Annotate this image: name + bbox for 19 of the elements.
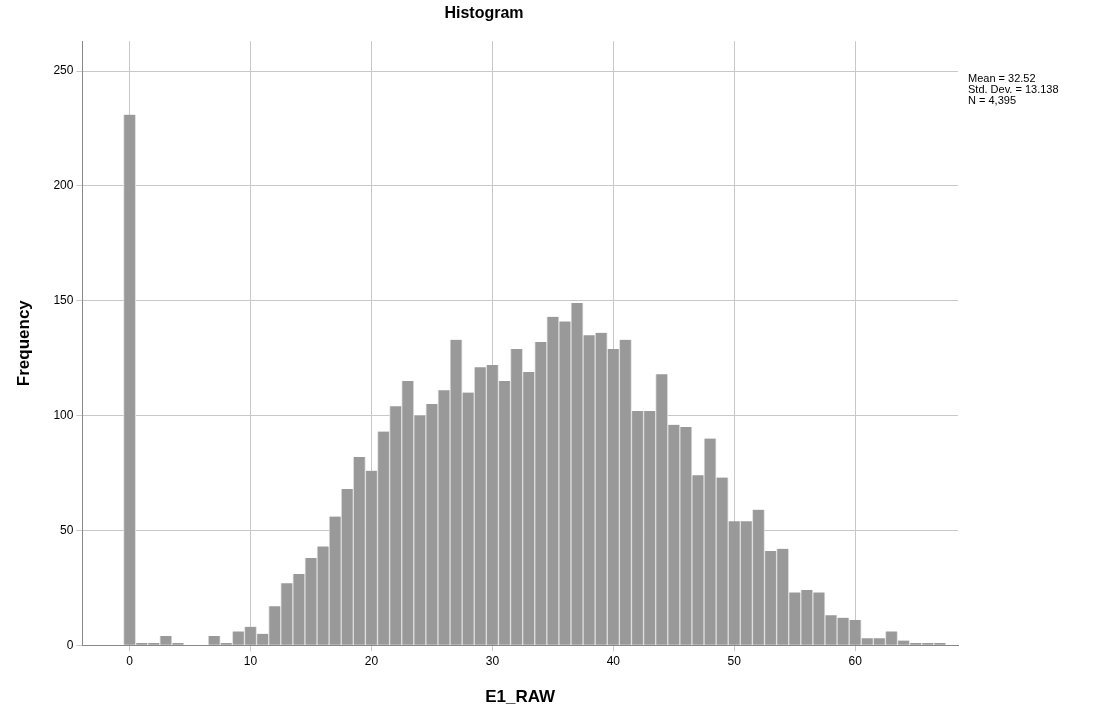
text: N = 4,395 [968, 93, 1017, 106]
x-tick-label: 40 [606, 653, 621, 668]
y-axis-title: Frequency [13, 299, 33, 387]
y-tick-label: 0 [66, 637, 74, 652]
y-tick-label: 50 [60, 522, 74, 537]
x-tick-label: 50 [727, 653, 742, 668]
x-tick-label: 30 [485, 653, 500, 668]
text: Mean = 32.52 [968, 71, 1036, 84]
y-tick-label: 150 [53, 293, 74, 308]
x-tick-label: 60 [848, 653, 863, 668]
chart-title: Histogram [444, 4, 524, 22]
y-tick-label: 200 [53, 178, 74, 193]
x-tick-label: 20 [364, 653, 379, 668]
x-axis-title: E1_RAW [485, 687, 557, 707]
x-tick-label: 10 [243, 653, 258, 668]
text: Std. Dev. = 13.138 [968, 82, 1059, 95]
y-tick-label: 250 [53, 63, 74, 78]
y-tick-label: 100 [53, 407, 74, 422]
x-tick-label: 0 [126, 653, 134, 668]
